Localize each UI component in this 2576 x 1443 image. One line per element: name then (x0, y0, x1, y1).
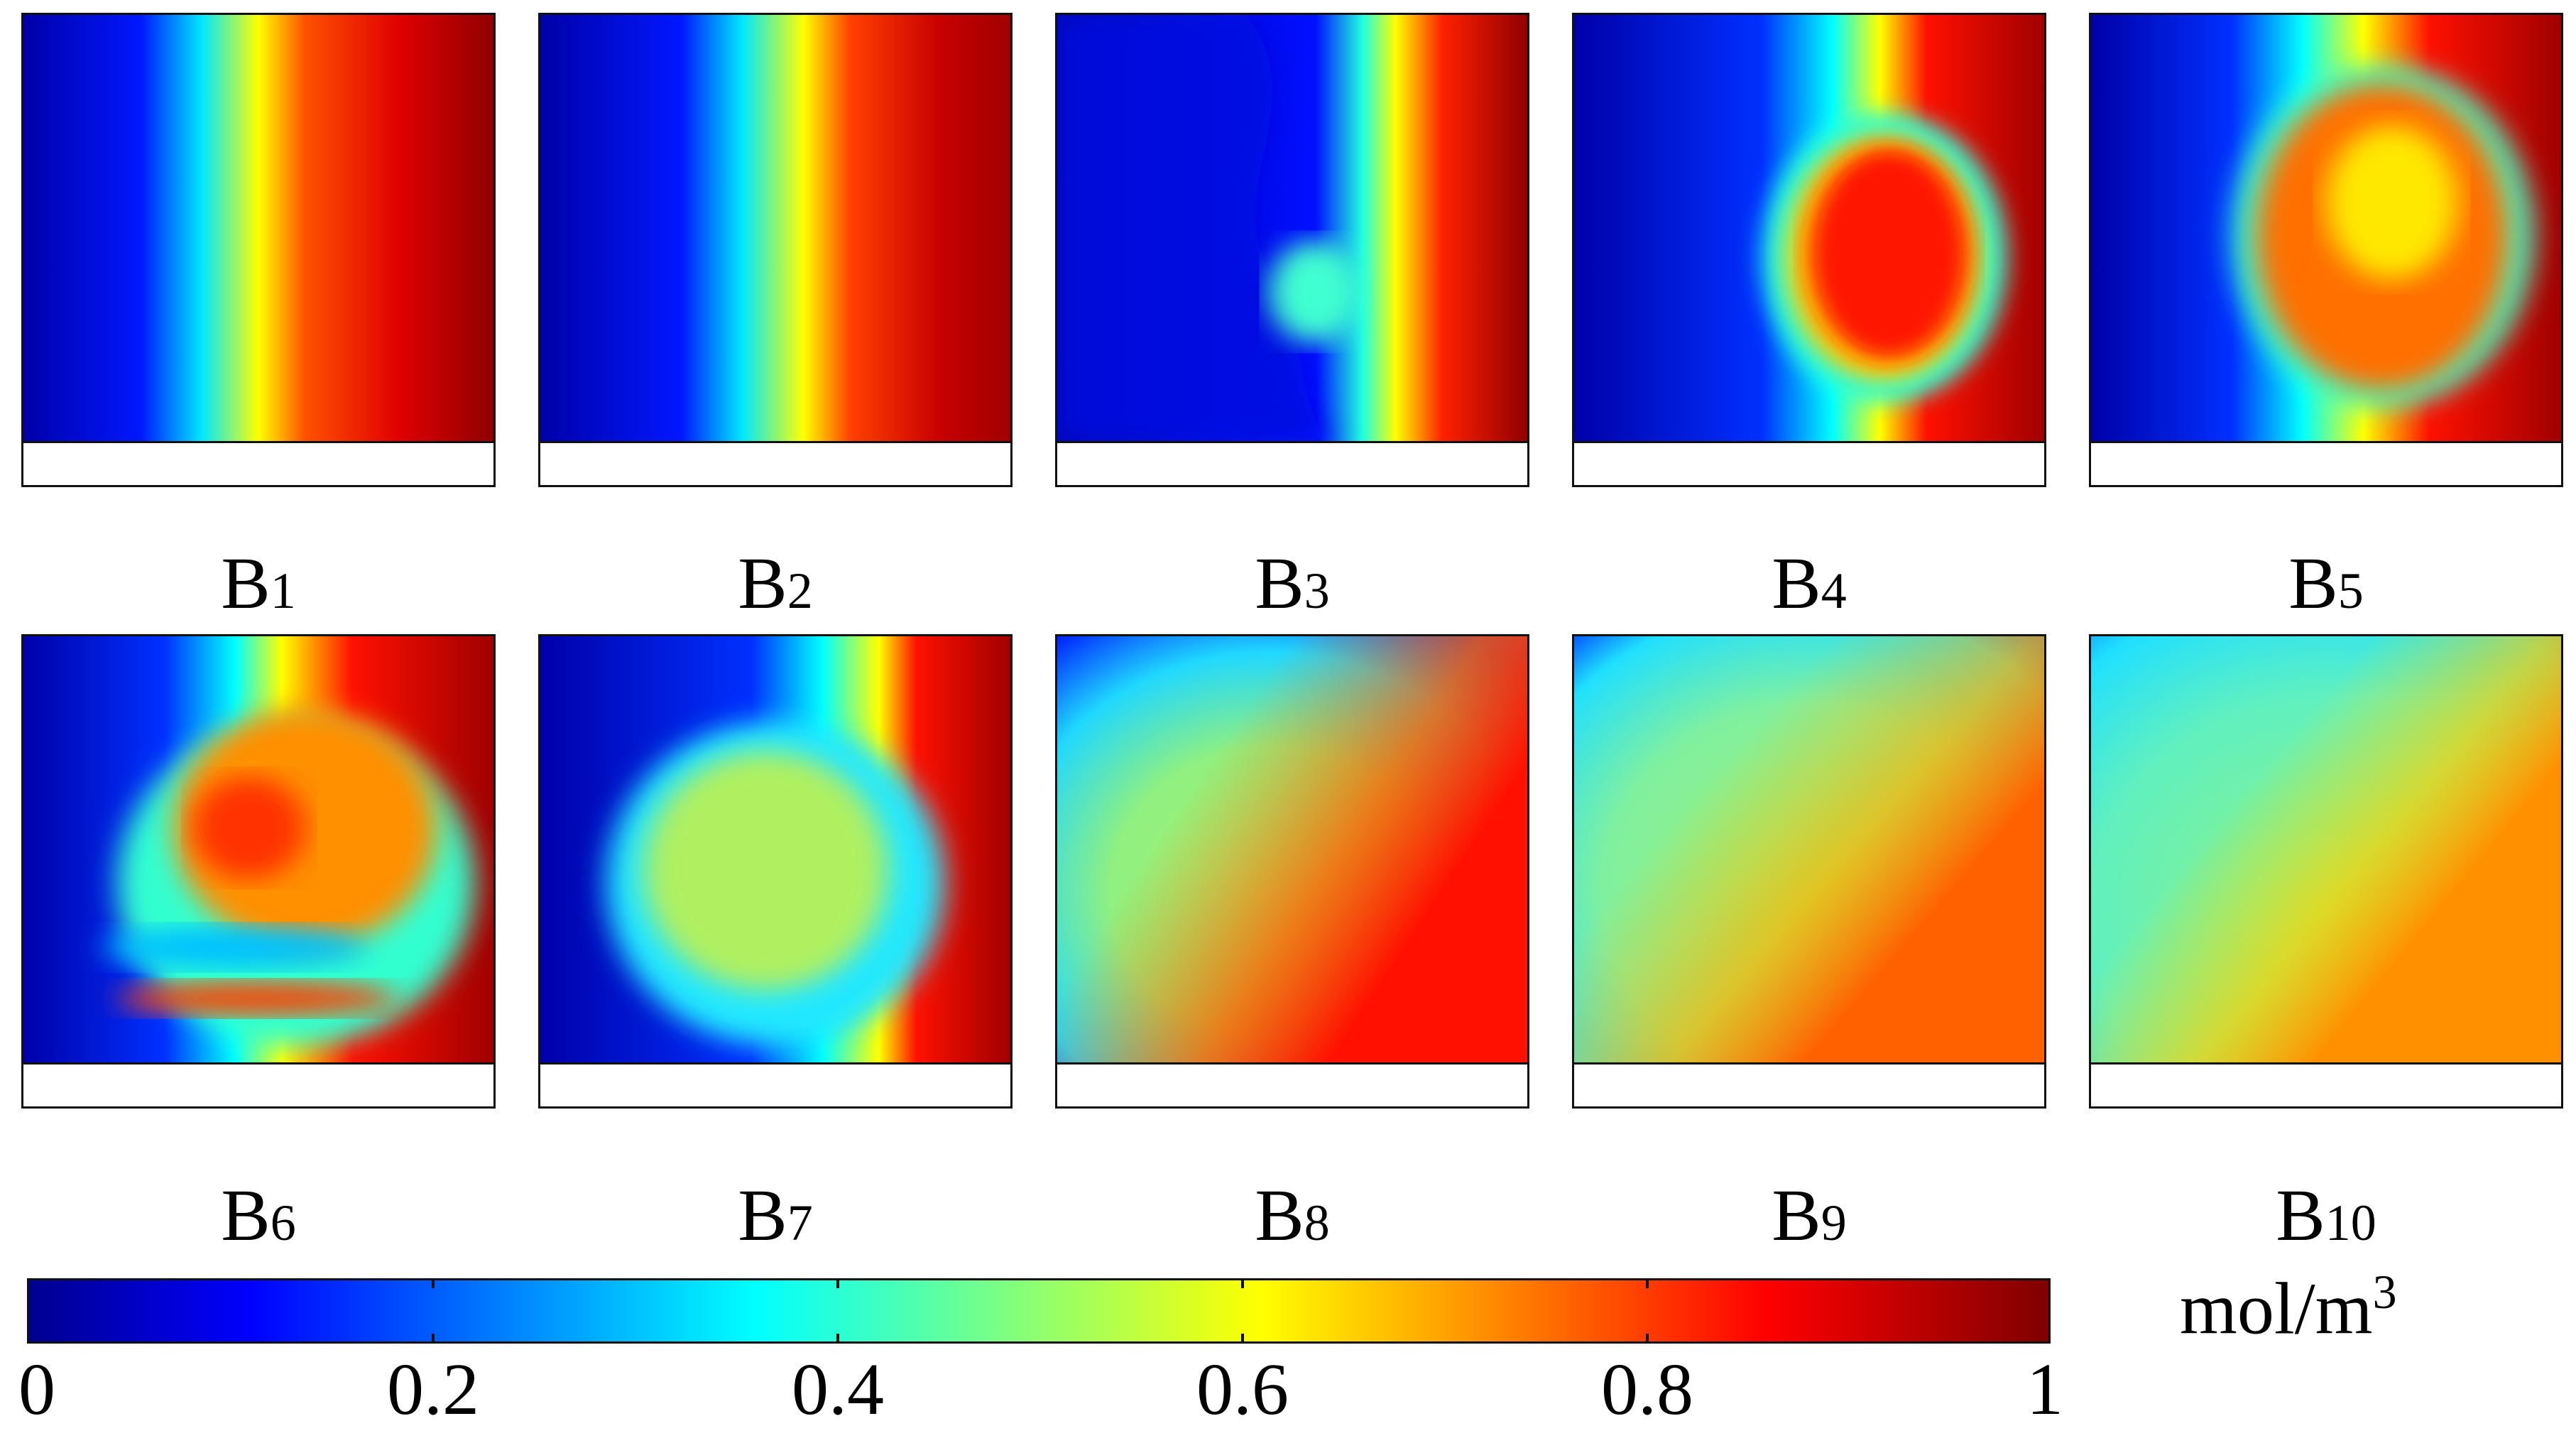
colorbar-tick-mark (1241, 1278, 1244, 1288)
panel-base-strip (23, 441, 493, 485)
panel-base-strip (1057, 1062, 1527, 1106)
concentration-field (1574, 636, 2044, 1062)
panel-label-b1: B1 (221, 543, 296, 624)
colorbar-tick-mark (432, 1278, 435, 1288)
concentration-field (23, 15, 493, 441)
panel-base-strip (1574, 441, 2044, 485)
concentration-field (1057, 15, 1527, 441)
concentration-field (1057, 636, 1527, 1062)
panel-b7 (538, 634, 1013, 1109)
colorbar-unit: mol/m3 (2180, 1265, 2397, 1350)
panel-label-b4: B4 (1772, 543, 1847, 624)
panel-b4 (1572, 13, 2046, 487)
colorbar (27, 1278, 2051, 1344)
panel-label-b6: B6 (221, 1175, 296, 1256)
panel-base-strip (540, 441, 1010, 485)
panel-base-strip (23, 1062, 493, 1106)
panel-b3 (1055, 13, 1529, 487)
colorbar-tick-mark (1241, 1334, 1244, 1344)
panel-label-b10: B10 (2276, 1175, 2376, 1256)
concentration-field (23, 636, 493, 1062)
panel-label-b7: B7 (738, 1175, 813, 1256)
panel-b8 (1055, 634, 1529, 1109)
concentration-field (540, 15, 1010, 441)
colorbar-tick-mark (1646, 1278, 1649, 1288)
colorbar-tick-mark (836, 1334, 839, 1344)
panel-b6 (21, 634, 496, 1109)
panel-b10 (2089, 634, 2563, 1109)
concentration-field (540, 636, 1010, 1062)
panel-base-strip (2091, 1062, 2561, 1106)
colorbar-tick-mark (1646, 1334, 1649, 1344)
panel-b9 (1572, 634, 2046, 1109)
concentration-field (2091, 15, 2561, 441)
panel-label-b8: B8 (1255, 1175, 1330, 1256)
panel-base-strip (2091, 441, 2561, 485)
colorbar-tick-mark (432, 1334, 435, 1344)
colorbar-tick-label: 0.6 (1196, 1349, 1289, 1430)
panel-label-b3: B3 (1255, 543, 1330, 624)
panel-label-b2: B2 (738, 543, 813, 624)
panel-b2 (538, 13, 1013, 487)
panel-base-strip (1574, 1062, 2044, 1106)
panel-base-strip (1057, 441, 1527, 485)
concentration-field (2091, 636, 2561, 1062)
colorbar-tick-mark (836, 1278, 839, 1288)
colorbar-tick-label: 0 (18, 1349, 55, 1430)
panel-b1 (21, 13, 496, 487)
panel-label-b9: B9 (1772, 1175, 1847, 1256)
panel-b5 (2089, 13, 2563, 487)
colorbar-tick-label: 0.8 (1601, 1349, 1693, 1430)
panel-base-strip (540, 1062, 1010, 1106)
panel-label-b5: B5 (2288, 543, 2364, 624)
colorbar-tick-label: 1 (2026, 1349, 2063, 1430)
concentration-field (1574, 15, 2044, 441)
colorbar-tick-label: 0.4 (792, 1349, 884, 1430)
colorbar-tick-label: 0.2 (387, 1349, 479, 1430)
